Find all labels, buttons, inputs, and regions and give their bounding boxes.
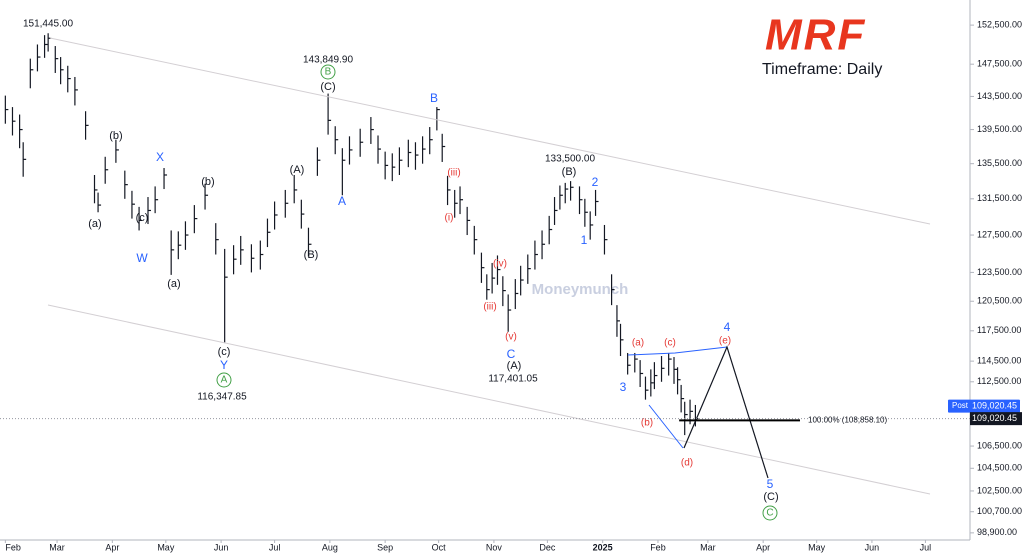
wave-label: (c) — [136, 212, 149, 224]
x-tick-label: 2025 — [593, 542, 613, 552]
x-tick-label: Oct — [432, 542, 447, 552]
price-tag-value: 109,020.45 — [972, 413, 1017, 423]
x-tick-label: Feb — [650, 542, 666, 552]
wave-label: (i) — [445, 213, 454, 224]
x-tick-label: Dec — [539, 542, 556, 552]
y-tick-label: 135,500.00 — [977, 158, 1022, 168]
y-tick-label: 143,500.00 — [977, 91, 1022, 101]
wave-label: (iii) — [483, 302, 496, 313]
wave-label: (v) — [505, 332, 517, 343]
y-tick-label: 139,500.00 — [977, 124, 1022, 134]
post-tag-value: 109,020.45 — [972, 401, 1017, 411]
y-tick-label: 152,500.00 — [977, 19, 1022, 29]
price-label: 117,401.05 — [488, 374, 538, 385]
wave-label: (B) — [304, 249, 319, 261]
x-tick-label: Apr — [756, 542, 770, 552]
wave-label: (a) — [88, 218, 101, 230]
wave-circle — [762, 505, 778, 521]
x-tick-label: May — [808, 542, 826, 552]
plot — [4, 33, 699, 436]
y-tick-label: 102,500.00 — [977, 485, 1022, 495]
wave-label: (iii) — [447, 168, 460, 179]
wave-label: (b) — [109, 130, 122, 142]
subtitle: Timeframe: Daily — [762, 61, 882, 78]
channel-lower — [47, 304, 931, 495]
wave-label: (A) — [507, 360, 522, 372]
wave-label: (a) — [167, 278, 180, 290]
x-tick-label: Jul — [269, 542, 281, 552]
wave-label: (a) — [632, 338, 644, 349]
y-tick-label: 114,500.00 — [977, 356, 1021, 366]
x-tick-label: Apr — [105, 542, 119, 552]
post-tag — [948, 399, 1020, 413]
wave-label: (iv) — [493, 259, 507, 270]
wave-label: W — [136, 251, 148, 265]
price-tag — [970, 412, 1022, 426]
wave-label: (C) — [763, 491, 778, 503]
wave-label: (B) — [562, 166, 577, 178]
wave-label: (C) — [320, 81, 335, 93]
wave-label: 4 — [724, 320, 731, 334]
logo: MRF — [765, 11, 866, 60]
wave-circle — [216, 372, 232, 388]
wave-label: (b) — [201, 176, 214, 188]
wave-label: 3 — [620, 380, 627, 394]
price-label: 133,500.00 — [545, 154, 595, 165]
post-tag-label: Post — [952, 401, 969, 410]
wave-label: C — [766, 508, 773, 519]
wave-label: (c) — [218, 346, 231, 358]
wave-label: (d) — [681, 458, 693, 469]
triangle-lower — [648, 404, 684, 449]
wave-label: A — [221, 375, 228, 386]
wave-label: 1 — [581, 233, 588, 247]
price-label: 143,849.90 — [303, 55, 353, 66]
watermark: Moneymunch — [532, 281, 629, 298]
fib-level-label: 100.00% (108,858.10) — [808, 415, 888, 424]
y-tick-label: 120,500.00 — [977, 296, 1022, 306]
y-tick-label: 147,500.00 — [977, 59, 1022, 69]
price-labels: 151,445.00 143,849.90 133,500.00 116,347… — [23, 19, 595, 403]
y-tick-label: 106,500.00 — [977, 440, 1022, 450]
y-tick-label: 117,500.00 — [977, 325, 1021, 335]
x-tick-label: Jul — [920, 542, 932, 552]
x-tick-label: Sep — [377, 542, 393, 552]
x-tick-label: Jun — [865, 542, 880, 552]
wave-circle — [320, 64, 336, 80]
wave-label: A — [338, 194, 346, 208]
y-tick-label: 98,900.00 — [977, 527, 1017, 537]
triangle-upper — [627, 346, 728, 356]
wave-label: X — [156, 150, 164, 164]
wave-label: (A) — [290, 164, 305, 176]
wave-label: Y — [220, 358, 228, 372]
projection — [683, 345, 769, 479]
wave-label: B — [430, 91, 438, 105]
wave-label: (b) — [641, 418, 653, 429]
wave-labels: (a) (b) (c) (a) (b) (c) (A) (B) (C) (B) … — [88, 64, 779, 521]
y-tick-label: 127,500.00 — [977, 229, 1022, 239]
wave-label: 2 — [592, 175, 599, 189]
price-label: 151,445.00 — [23, 19, 73, 30]
wave-label: (c) — [664, 338, 676, 349]
x-tick-label: May — [157, 542, 175, 552]
x-tick-label: Nov — [486, 542, 503, 552]
price-label: 116,347.85 — [197, 392, 247, 403]
y-tick-label: 123,500.00 — [977, 267, 1022, 277]
x-tick-label: Feb — [5, 542, 21, 552]
x-tick-label: Mar — [700, 542, 716, 552]
x-tick-label: Mar — [49, 542, 65, 552]
wave-label: (e) — [719, 336, 731, 347]
x-tick-label: Jun — [214, 542, 229, 552]
y-tick-label: 100,700.00 — [977, 506, 1022, 516]
wave-label: 5 — [767, 477, 774, 491]
wave-label: C — [507, 347, 516, 361]
x-tick-label: Aug — [322, 542, 338, 552]
y-tick-label: 112,500.00 — [977, 376, 1021, 386]
y-tick-label: 104,500.00 — [977, 463, 1022, 473]
y-tick-label: 131,500.00 — [977, 193, 1022, 203]
wave-label: B — [325, 67, 332, 78]
channel-upper — [49, 37, 931, 225]
